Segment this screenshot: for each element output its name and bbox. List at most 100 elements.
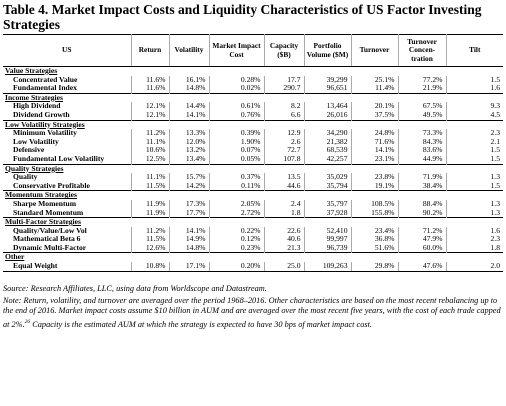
cell: 13.5: [264, 173, 305, 182]
cell: 49.5%: [398, 110, 447, 121]
cell: 1.3: [490, 198, 501, 208]
cell: 35,029: [304, 173, 352, 182]
cell: 44.6: [264, 181, 305, 191]
group-row: Multi-Factor Strategies: [3, 217, 503, 227]
row-label: Quality: [3, 173, 132, 182]
row-label: Dynamic Multi-Factor: [3, 243, 132, 253]
note-text: Note: Return, volatility, and turnover a…: [3, 296, 501, 329]
group-row: Other: [3, 252, 503, 263]
cell: 23.1%: [351, 154, 399, 165]
data-row: Quality/Value/Low Vol 11.2% 14.1% 0.22% 22.6…: [3, 225, 503, 236]
cell: 1.3: [490, 207, 501, 217]
cell: 0.20%: [209, 261, 265, 272]
cell: 21.3: [264, 243, 305, 253]
cell: 38.4%: [398, 181, 447, 191]
group-title: Other: [3, 252, 503, 263]
data-row: High Dividend 12.1% 14.4% 0.61% 8.2 13,464 20.…: [3, 102, 503, 111]
group-title: Value Strategies: [3, 65, 503, 76]
column-header: Market Impact Cost: [209, 34, 265, 67]
cell: 26,016: [304, 110, 352, 121]
cell: 73.3%: [398, 129, 447, 138]
cell: 11.5%: [131, 235, 170, 244]
row-label: Dividend Growth: [3, 110, 132, 121]
cell: 60.0%: [398, 243, 447, 253]
cell: 39,299: [304, 75, 352, 85]
cell: 84.3%: [398, 137, 447, 147]
cell: 1.6: [490, 225, 501, 235]
cell: 11.6%: [131, 83, 170, 94]
cell: 25.1%: [351, 75, 399, 85]
group-title: Momentum Strategies: [3, 190, 503, 200]
row-label: Equal Weight: [3, 261, 132, 272]
cell: 0.05%: [209, 154, 265, 165]
cell: 1.5: [490, 74, 501, 84]
cell: 155.8%: [351, 208, 399, 218]
cell: 1.8: [264, 208, 305, 218]
cell: 12.5%: [131, 154, 170, 165]
cell: 11.1%: [131, 137, 170, 147]
cell: 0.02%: [209, 83, 265, 94]
cell: 14.8%: [169, 243, 210, 253]
data-row: Minimum Volatility 11.2% 13.3% 0.39% 12.9 34,…: [3, 129, 503, 138]
cell: 17.7%: [169, 208, 210, 218]
cell: 96,651: [304, 83, 352, 94]
cell: 22.6: [264, 226, 305, 236]
cell: 13.3%: [169, 129, 210, 138]
cell: 20.1%: [351, 102, 399, 111]
group-row: Quality Strategies: [3, 163, 503, 174]
row-label: Minimum Volatility: [3, 129, 132, 138]
column-header: Tilt: [446, 34, 503, 67]
group-title: Quality Strategies: [3, 163, 503, 174]
group-row: Value Strategies: [3, 65, 503, 76]
document: Table 4. Market Impact Costs and Liquidi…: [3, 2, 503, 329]
cell: 6.6: [264, 110, 305, 121]
row-label: Low Volatility: [3, 137, 132, 147]
cell: 12.0%: [169, 137, 210, 147]
cell: 0.07%: [209, 146, 265, 155]
cell: 290.7: [264, 83, 305, 94]
column-header: Return: [131, 34, 170, 67]
cell: 17.1%: [169, 261, 210, 272]
cell: 14.4%: [169, 102, 210, 111]
cell: 12.9: [264, 129, 305, 138]
cell: 107.8: [264, 154, 305, 165]
cell: 34,290: [304, 129, 352, 138]
cell: 13.2%: [169, 146, 210, 155]
cell: 11.5%: [131, 181, 170, 191]
column-header: Turnover: [351, 34, 399, 67]
data-row: Fundamental Index 11.6% 14.8% 0.02% 290.7 96,…: [3, 83, 503, 94]
cell: 0.23%: [209, 243, 265, 253]
column-header: Turnover Concen-tration: [398, 34, 447, 67]
cell: 13,464: [304, 102, 352, 111]
cell: 0.28%: [209, 75, 265, 85]
cell: 2.0: [446, 261, 503, 272]
data-table: US Return Volatility Market Impact Cost Capa…: [3, 34, 503, 272]
data-row: Defensive 10.6% 13.2% 0.07% 72.7 68,539 14.1% 8…: [3, 146, 503, 155]
group-title: Multi-Factor Strategies: [3, 217, 503, 227]
cell: 11.1%: [131, 173, 170, 182]
data-row: Dynamic Multi-Factor 12.6% 14.8% 0.23% 21.3 9…: [3, 243, 503, 253]
cell: 17.7: [264, 75, 305, 85]
data-row: Quality 11.1% 15.7% 0.37% 13.5 35,029 23.8% 71.…: [3, 173, 503, 182]
row-label: Standard Momentum: [3, 208, 132, 218]
group-row: Income Strategies: [3, 92, 503, 103]
cell: 12.1%: [131, 102, 170, 111]
column-header: Capacity ($B): [264, 34, 305, 67]
cell: 4.5: [490, 109, 501, 119]
cell: 21,382: [304, 137, 352, 147]
cell: 11.6%: [131, 75, 170, 85]
data-row: Low Volatility 11.1% 12.0% 1.90% 2.6 21,382 71…: [3, 136, 503, 147]
row-label: High Dividend: [3, 102, 132, 111]
cell: 99,997: [304, 235, 352, 244]
cell: 2.4: [264, 199, 305, 209]
cell: 1.6: [490, 83, 501, 93]
cell: 71.6%: [351, 137, 399, 147]
cell: 68,539: [304, 146, 352, 155]
cell: 11.2%: [131, 129, 170, 138]
cell: 2.1: [490, 136, 501, 146]
cell: 14.9%: [169, 235, 210, 244]
cell: 1.90%: [209, 137, 265, 147]
cell: 1.5: [490, 180, 501, 190]
cell: 2.3: [490, 128, 501, 138]
